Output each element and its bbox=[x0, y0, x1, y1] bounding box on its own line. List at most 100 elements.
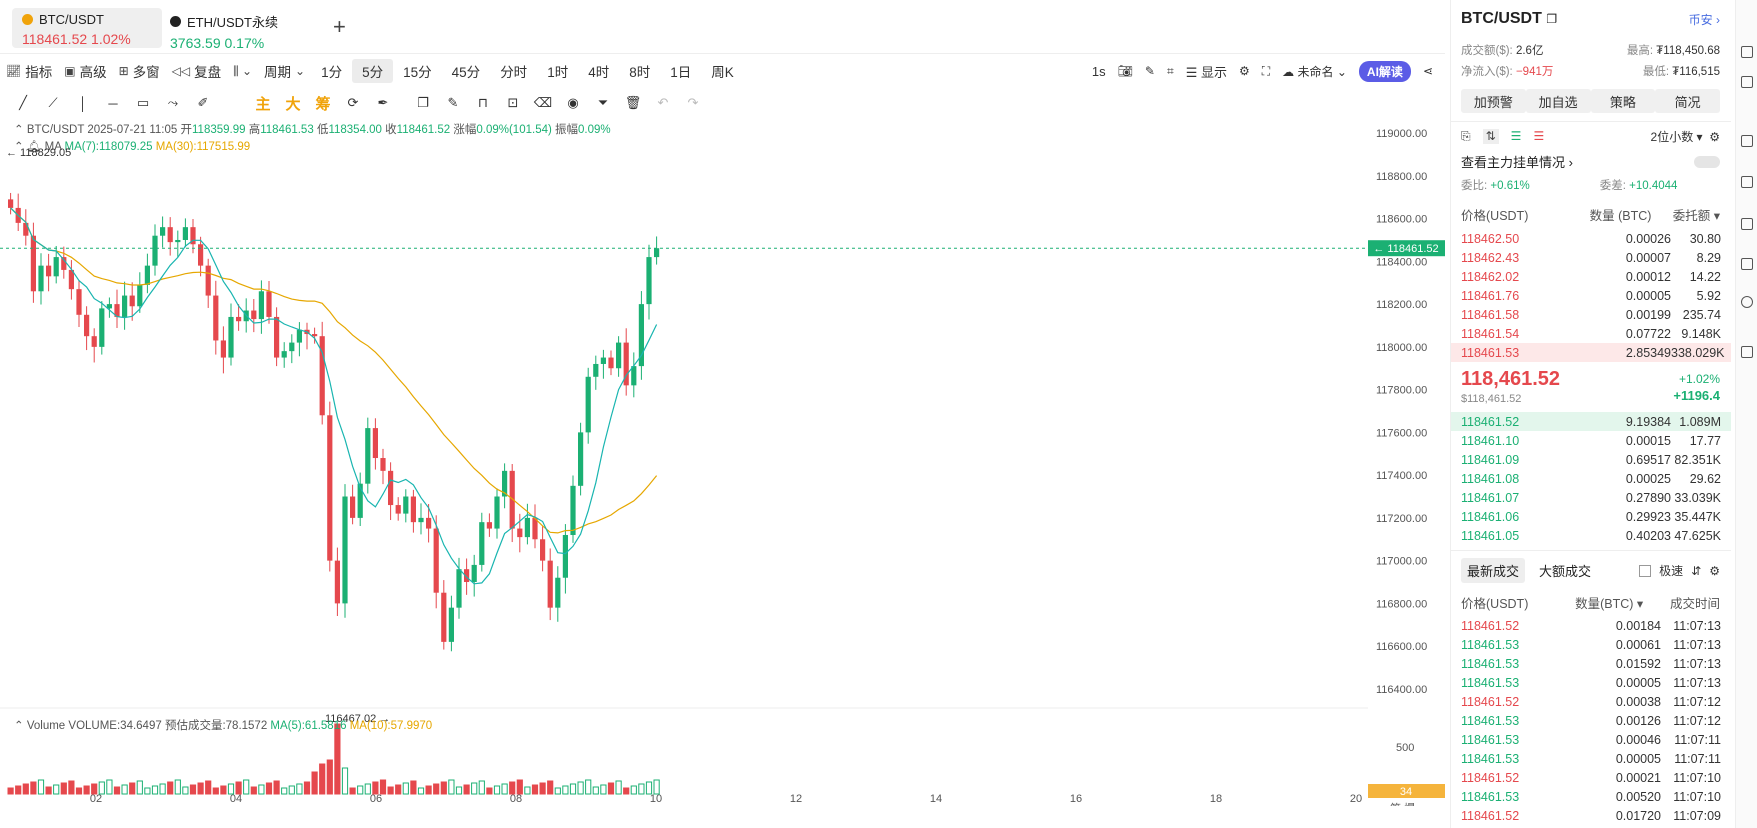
seconds-button[interactable]: 1s bbox=[1091, 63, 1106, 79]
add-tab-button[interactable]: + bbox=[333, 14, 346, 39]
calc-icon[interactable] bbox=[1741, 346, 1753, 358]
interval-4[interactable]: 分时 bbox=[500, 65, 528, 80]
share-icon[interactable]: ⋖ bbox=[1422, 64, 1433, 78]
book-icon[interactable] bbox=[1741, 176, 1753, 188]
ob-bids-icon[interactable]: ☰ bbox=[1510, 129, 1522, 143]
ob-asks-icon[interactable]: ☰ bbox=[1533, 129, 1545, 143]
interval-6[interactable]: 4时 bbox=[588, 65, 610, 80]
strategy-button[interactable]: 策略 bbox=[1590, 89, 1656, 113]
interval-3[interactable]: 45分 bbox=[451, 65, 481, 80]
chevron-icon[interactable]: ⌃ bbox=[14, 720, 24, 732]
interval-0[interactable]: 1分 bbox=[321, 65, 343, 80]
main-orders-toggle[interactable] bbox=[1694, 155, 1720, 168]
big-order-button[interactable]: 大 bbox=[285, 95, 301, 113]
candlestick-chart[interactable]: ← 118829.05 116467.02 → 02 04 06 08 10 12 14 16 18… bbox=[0, 116, 1368, 806]
ask-row[interactable]: 118461.76 0.00005 5.92 bbox=[1451, 286, 1731, 305]
indicator-button[interactable]: 📈︎ 指标 bbox=[0, 58, 58, 84]
copy-icon[interactable]: ❐ bbox=[1546, 12, 1558, 26]
ask-row[interactable]: 118461.53 2.85349 338.029K bbox=[1451, 343, 1731, 362]
advanced-button[interactable]: ▣ 高级 bbox=[58, 58, 112, 84]
rectangle-icon[interactable]: ▭ bbox=[136, 95, 150, 110]
ask-row[interactable]: 118462.43 0.00007 8.29 bbox=[1451, 248, 1731, 267]
eraser-icon[interactable]: ⌫ bbox=[533, 95, 553, 110]
gear-icon[interactable]: ⚙ bbox=[1709, 130, 1720, 144]
ai-analysis-button[interactable]: AI解读 bbox=[1358, 60, 1411, 82]
display-button[interactable]: ☰ 显示 bbox=[1185, 64, 1227, 80]
main-force-button[interactable]: 主 bbox=[255, 95, 271, 113]
add-alert-button[interactable]: 加预警 bbox=[1461, 89, 1526, 113]
fullscreen-icon[interactable]: ⛶ bbox=[1261, 63, 1271, 78]
redo-icon[interactable]: ↷ bbox=[687, 95, 699, 110]
ask-row[interactable]: 118461.58 0.00199 235.74 bbox=[1451, 305, 1731, 324]
undo-icon[interactable]: ↶ bbox=[657, 95, 669, 110]
sort-icon[interactable]: ⇵ bbox=[1691, 563, 1702, 578]
bid-row[interactable]: 118461.10 0.00015 17.77 bbox=[1451, 431, 1731, 450]
interval-7[interactable]: 8时 bbox=[629, 65, 651, 80]
bid-row[interactable]: 118461.05 0.40203 47.625K bbox=[1451, 526, 1731, 545]
interval-2[interactable]: 15分 bbox=[403, 65, 432, 80]
copy-icon[interactable]: ❐ bbox=[417, 95, 429, 110]
chevron-icon[interactable]: ⌃ bbox=[14, 124, 24, 136]
ask-row[interactable]: 118462.50 0.00026 30.80 bbox=[1451, 229, 1731, 248]
ask-row[interactable]: 118461.54 0.07722 9.148K bbox=[1451, 324, 1731, 343]
ob-all-icon[interactable]: ⎘ bbox=[1461, 129, 1471, 143]
price-axis[interactable]: 119000.00 118800.00 118600.00 118400.00 1182… bbox=[1368, 116, 1445, 806]
overview-button[interactable]: 简况 bbox=[1655, 89, 1720, 113]
bell-icon[interactable]: 🔔︎ bbox=[26, 141, 42, 153]
ray-icon[interactable]: ⟋ bbox=[48, 95, 58, 110]
pencil-icon[interactable]: ✎ bbox=[1144, 64, 1155, 78]
lock-icon[interactable]: ⊡ bbox=[507, 95, 519, 110]
camera-icon[interactable]: 📷︎ bbox=[1117, 64, 1133, 78]
bid-row[interactable]: 118461.52 9.19384 1.089M bbox=[1451, 412, 1731, 431]
tab-latest-trades[interactable]: 最新成交 bbox=[1461, 558, 1526, 583]
pen-icon[interactable]: ✒ bbox=[377, 95, 389, 110]
period-dropdown[interactable]: 周期 ⌄ bbox=[258, 58, 311, 84]
trendline-icon[interactable]: ╱ bbox=[19, 95, 27, 110]
horizontal-line-icon[interactable]: ─ bbox=[108, 95, 118, 111]
interval-9[interactable]: 周K bbox=[711, 65, 734, 80]
fast-checkbox[interactable] bbox=[1639, 564, 1652, 577]
refresh-icon[interactable]: ⟳ bbox=[347, 95, 359, 110]
multi-window-button[interactable]: ⊞ 多窗 bbox=[113, 58, 166, 84]
interval-8[interactable]: 1日 bbox=[670, 65, 692, 80]
layout-dropdown[interactable]: ☁ 未命名 ⌄ bbox=[1282, 64, 1347, 79]
brush-icon[interactable]: ✐ bbox=[197, 95, 209, 110]
chevron-icon[interactable]: ⌃ bbox=[14, 141, 24, 153]
tab-btc-usdt[interactable]: BTC/USDT 118461.52 1.02% bbox=[12, 8, 162, 48]
bid-row[interactable]: 118461.09 0.69517 82.351K bbox=[1451, 450, 1731, 469]
bid-row[interactable]: 118461.06 0.29923 35.447K bbox=[1451, 507, 1731, 526]
chart-type-button[interactable]: ⫼ ⌄ bbox=[227, 58, 258, 84]
exchange-link[interactable]: 币安 › bbox=[1688, 12, 1720, 27]
eye-icon[interactable]: ◉ bbox=[567, 95, 579, 110]
add-watchlist-button[interactable]: 加自选 bbox=[1525, 89, 1591, 113]
grid-icon[interactable] bbox=[1741, 258, 1753, 270]
ask-row[interactable]: 118462.02 0.00012 14.22 bbox=[1451, 267, 1731, 286]
replay-button[interactable]: ◁◁ 复盘 bbox=[166, 58, 227, 84]
gear-icon[interactable]: ⚙ bbox=[1709, 563, 1720, 578]
chip-button[interactable]: 筹 bbox=[315, 95, 331, 113]
window-icon[interactable] bbox=[1741, 76, 1753, 88]
ob-both-icon[interactable]: ⇅ bbox=[1482, 129, 1499, 144]
interval-5[interactable]: 1时 bbox=[547, 65, 569, 80]
interval-1[interactable]: 5分 bbox=[352, 59, 394, 83]
tab-eth-usdt[interactable]: ETH/USDT永续 3763.59 0.17% bbox=[160, 8, 310, 51]
clock-icon[interactable] bbox=[1741, 296, 1753, 308]
bid-row[interactable]: 118461.08 0.00025 29.62 bbox=[1451, 469, 1731, 488]
path-icon[interactable]: ⤳ bbox=[167, 95, 179, 110]
pencil-icon[interactable]: ✎ bbox=[447, 95, 459, 110]
decimals-dropdown[interactable]: 2位小数 ▾ ⚙ bbox=[1650, 130, 1720, 144]
tab-large-trades[interactable]: 大额成交 bbox=[1539, 564, 1592, 579]
main-orders-link[interactable]: 查看主力挂单情况 › bbox=[1461, 155, 1573, 170]
vertical-line-icon[interactable]: │ bbox=[78, 95, 88, 111]
trash-icon[interactable]: 🗑︎ bbox=[624, 95, 642, 110]
tr-header-qty[interactable]: 数量(BTC) ▾ bbox=[1575, 597, 1644, 611]
ob-header-total[interactable]: 委托额 ▾ bbox=[1672, 209, 1720, 223]
list-icon[interactable] bbox=[1741, 218, 1753, 230]
panel-icon[interactable] bbox=[1741, 135, 1753, 147]
bid-row[interactable]: 118461.07 0.27890 33.039K bbox=[1451, 488, 1731, 507]
layout-icon[interactable] bbox=[1741, 46, 1753, 58]
crop-icon[interactable]: ⌗ bbox=[1166, 63, 1174, 78]
filter-icon[interactable]: ⏷ bbox=[597, 95, 609, 110]
gear-icon[interactable]: ⚙ bbox=[1239, 64, 1250, 78]
magnet-icon[interactable]: ⊓ bbox=[477, 95, 489, 110]
